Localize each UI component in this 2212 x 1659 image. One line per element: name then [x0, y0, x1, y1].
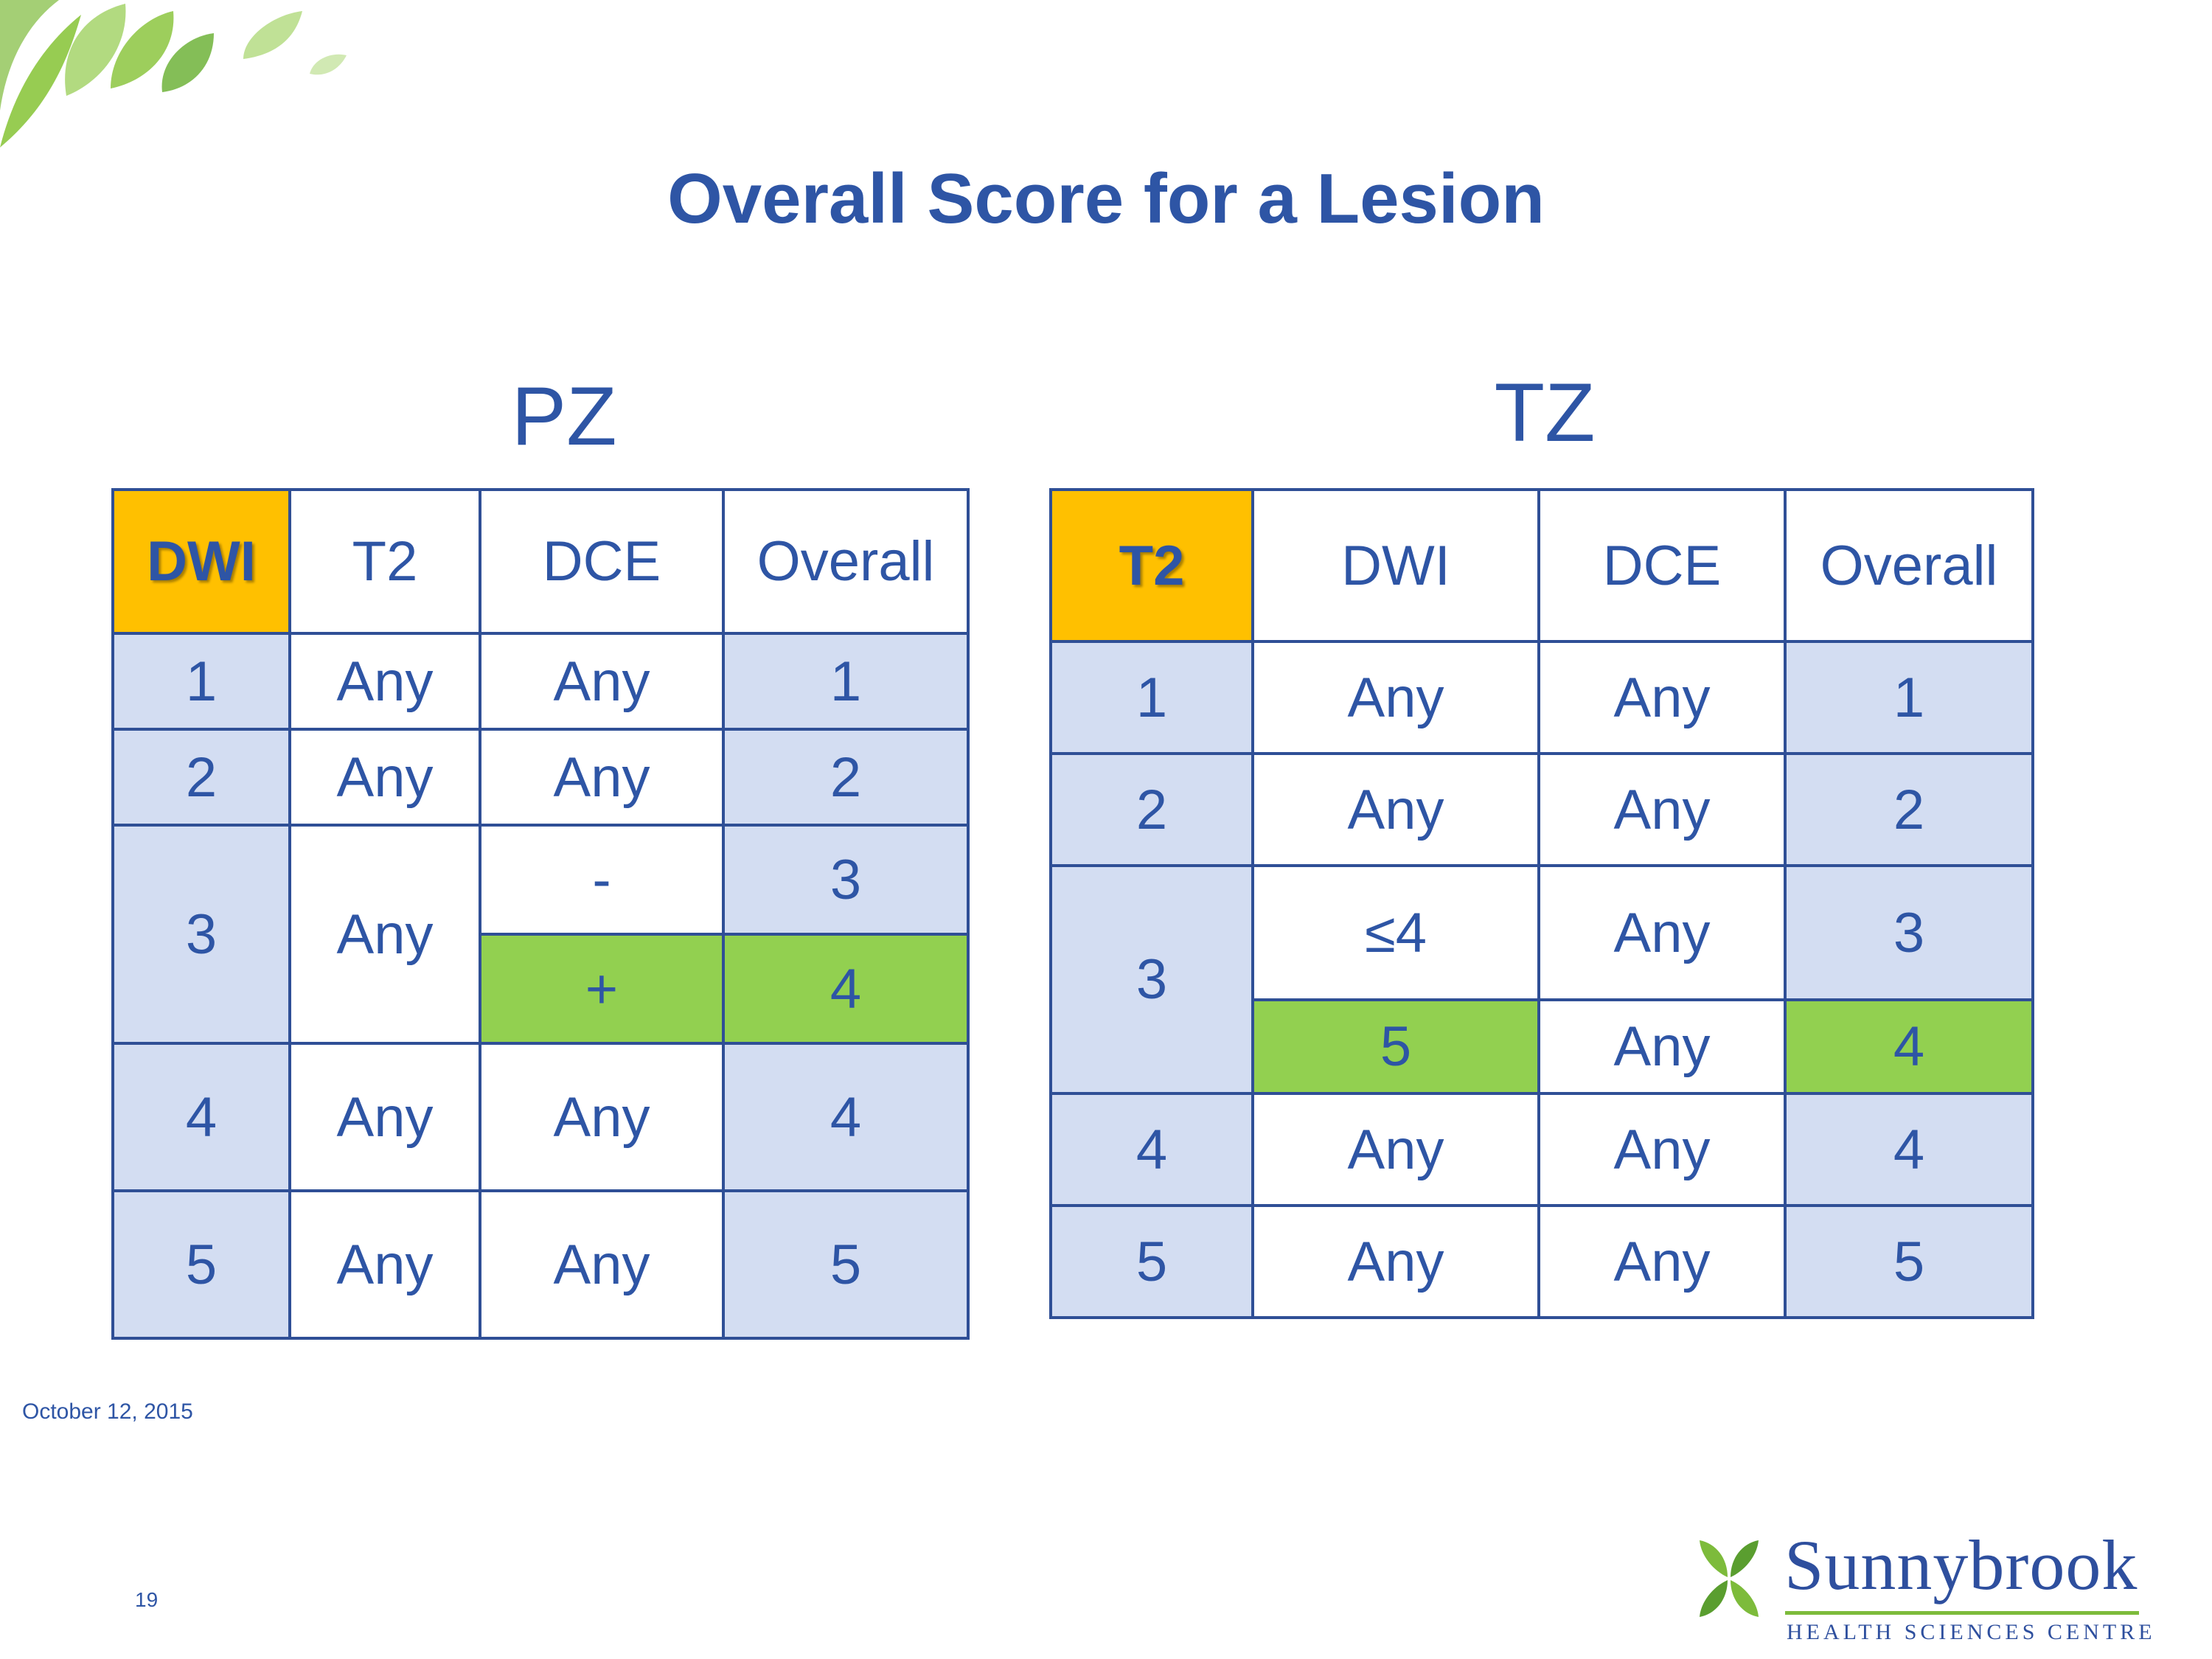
table-cell: 5 — [1784, 1204, 2034, 1319]
header-cell-overall: Overall — [722, 488, 970, 635]
logo-divider — [1785, 1611, 2139, 1615]
header-cell-overall: Overall — [1784, 488, 2034, 643]
footer-date: October 12, 2015 — [22, 1399, 193, 1424]
table-cell: Any — [1251, 640, 1540, 755]
table-row: 2 Any Any 2 — [111, 728, 970, 827]
table-cell: 4 — [722, 1042, 970, 1192]
table-cell: Any — [288, 1189, 481, 1340]
slide-title: Overall Score for a Lesion — [667, 159, 1545, 238]
table-row: + 4 — [113, 933, 970, 1045]
table-cell: 3 — [111, 824, 291, 1045]
table-row: 2 Any Any 2 — [1049, 752, 2034, 867]
table-cell: 2 — [111, 728, 291, 827]
sunnybrook-logo: Sunnybrook HEALTH SCIENCES CENTRE — [1685, 1526, 2157, 1648]
table-cell: 2 — [1049, 752, 1254, 867]
table-cell: Any — [479, 632, 725, 731]
table-cell: Any — [1537, 998, 1787, 1095]
table-row: 5 Any 4 — [1051, 998, 2034, 1095]
table-cell: 2 — [722, 728, 970, 827]
table-cell: Any — [288, 728, 481, 827]
table-row: 3 Any - 3 — [111, 824, 970, 1045]
table-cell: ≤4 — [1251, 864, 1540, 1001]
table-row: 5 Any Any 5 — [1049, 1204, 2034, 1319]
leaf-cluster-icon — [1700, 1540, 1759, 1617]
tz-heading: TZ — [1494, 366, 1596, 459]
table-cell: Any — [1251, 1092, 1540, 1207]
table-cell: 1 — [1049, 640, 1254, 755]
table-cell: 4 — [111, 1042, 291, 1192]
table-row: 1 Any Any 1 — [111, 632, 970, 731]
table-cell: Any — [1251, 1204, 1540, 1319]
table-cell: Any — [1537, 1092, 1787, 1207]
table-cell: 2 — [1784, 752, 2034, 867]
highlight-cell: 4 — [722, 933, 970, 1045]
table-cell: Any — [1537, 864, 1787, 1001]
header-cell-dce: DCE — [479, 488, 725, 635]
tz-score-table: T2 DWI DCE Overall 1 Any Any 1 2 Any Any… — [1049, 488, 2034, 1319]
table-cell: Any — [1537, 1204, 1787, 1319]
table-cell: Any — [288, 632, 481, 731]
highlight-cell: 4 — [1784, 998, 2034, 1095]
table-row: 4 Any Any 4 — [1049, 1092, 2034, 1207]
table-cell: 5 — [1049, 1204, 1254, 1319]
table-cell: Any — [288, 824, 481, 1045]
table-cell: Any — [1251, 752, 1540, 867]
highlight-cell: + — [479, 933, 725, 1045]
logo-name: Sunnybrook — [1784, 1526, 2138, 1604]
table-cell: 3 — [1784, 864, 2034, 1001]
table-row: 3 ≤4 Any 3 — [1049, 864, 2034, 1095]
table-cell: 5 — [111, 1189, 291, 1340]
table-cell: 4 — [1049, 1092, 1254, 1207]
table-cell: 3 — [1049, 864, 1254, 1095]
table-row: 5 Any Any 5 — [111, 1189, 970, 1340]
table-header-row: T2 DWI DCE Overall — [1049, 488, 2034, 643]
table-row: 1 Any Any 1 — [1049, 640, 2034, 755]
table-cell: 1 — [722, 632, 970, 731]
decorative-leaves — [0, 0, 347, 147]
header-cell-dce: DCE — [1537, 488, 1787, 643]
highlight-cell: 5 — [1251, 998, 1540, 1095]
table-cell: Any — [479, 1189, 725, 1340]
table-header-row: DWI T2 DCE Overall — [111, 488, 970, 635]
table-cell: 1 — [111, 632, 291, 731]
table-cell: 3 — [722, 824, 970, 936]
page-number: 19 — [135, 1588, 159, 1611]
table-row: 4 Any Any 4 — [111, 1042, 970, 1192]
pz-score-table: DWI T2 DCE Overall 1 Any Any 1 2 Any Any… — [111, 488, 970, 1340]
table-cell: - — [479, 824, 725, 936]
header-cell-dwi: DWI — [1251, 488, 1540, 643]
table-cell: 1 — [1784, 640, 2034, 755]
table-cell: Any — [1537, 752, 1787, 867]
table-cell: Any — [479, 1042, 725, 1192]
table-cell: 4 — [1784, 1092, 2034, 1207]
table-cell: Any — [288, 1042, 481, 1192]
header-cell-t2: T2 — [288, 488, 481, 635]
table-cell: 5 — [722, 1189, 970, 1340]
pz-heading: PZ — [511, 370, 617, 462]
header-cell-dwi: DWI — [111, 488, 291, 635]
header-cell-t2: T2 — [1049, 488, 1254, 643]
table-cell: Any — [479, 728, 725, 827]
logo-tagline: HEALTH SCIENCES CENTRE — [1787, 1620, 2156, 1644]
table-cell: Any — [1537, 640, 1787, 755]
